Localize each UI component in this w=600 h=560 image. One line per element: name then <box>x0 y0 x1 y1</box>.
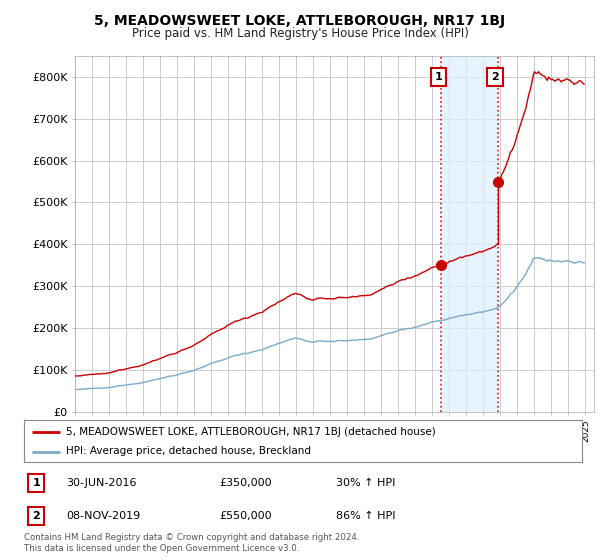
Text: 08-NOV-2019: 08-NOV-2019 <box>66 511 140 521</box>
Text: Price paid vs. HM Land Registry's House Price Index (HPI): Price paid vs. HM Land Registry's House … <box>131 27 469 40</box>
Bar <box>441 56 497 412</box>
Text: £350,000: £350,000 <box>220 478 272 488</box>
Text: 5, MEADOWSWEET LOKE, ATTLEBOROUGH, NR17 1BJ (detached house): 5, MEADOWSWEET LOKE, ATTLEBOROUGH, NR17 … <box>66 427 436 437</box>
Text: 2: 2 <box>491 72 499 82</box>
Text: 5, MEADOWSWEET LOKE, ATTLEBOROUGH, NR17 1BJ: 5, MEADOWSWEET LOKE, ATTLEBOROUGH, NR17 … <box>94 14 506 28</box>
Text: 1: 1 <box>434 72 442 82</box>
Text: 30-JUN-2016: 30-JUN-2016 <box>66 478 136 488</box>
Text: 30% ↑ HPI: 30% ↑ HPI <box>337 478 396 488</box>
Text: HPI: Average price, detached house, Breckland: HPI: Average price, detached house, Brec… <box>66 446 311 456</box>
Text: Contains HM Land Registry data © Crown copyright and database right 2024.
This d: Contains HM Land Registry data © Crown c… <box>24 533 359 553</box>
Text: 1: 1 <box>32 478 40 488</box>
Text: 2: 2 <box>32 511 40 521</box>
Text: 86% ↑ HPI: 86% ↑ HPI <box>337 511 396 521</box>
Text: £550,000: £550,000 <box>220 511 272 521</box>
